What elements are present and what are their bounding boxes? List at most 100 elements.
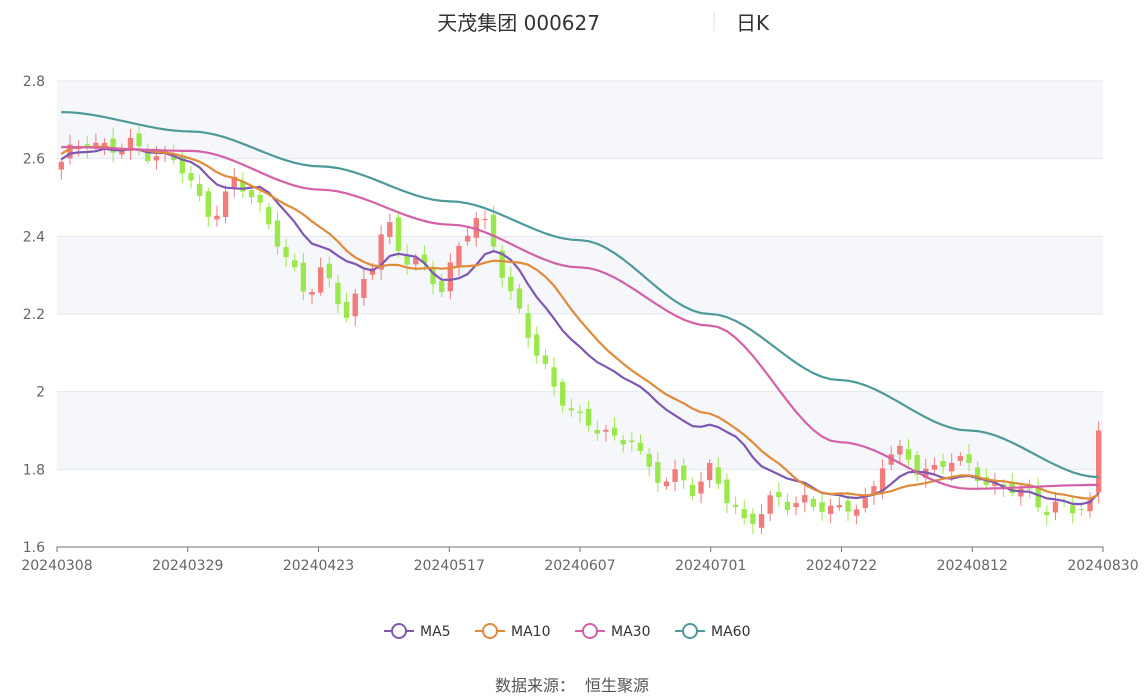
- legend-item-ma30[interactable]: MA30: [575, 623, 650, 640]
- x-tick-label: 20240812: [937, 558, 1008, 574]
- candle-body: [58, 161, 65, 170]
- candle-body: [361, 279, 367, 298]
- candle-body: [1044, 511, 1050, 516]
- legend-marker: [582, 623, 598, 639]
- candle-body: [343, 301, 350, 318]
- candle-body: [1052, 501, 1059, 513]
- candle-body: [482, 219, 488, 221]
- candle-body: [222, 191, 229, 218]
- candle: [222, 185, 229, 224]
- source-label: 数据来源：: [495, 676, 575, 695]
- y-tick-label: 2: [36, 385, 45, 401]
- candle-body: [706, 463, 713, 481]
- candle-body: [862, 497, 868, 509]
- chart-title: 天茂集团 000627: [437, 11, 600, 35]
- candle: [1044, 505, 1050, 525]
- candle-body: [171, 154, 177, 161]
- candle: [196, 174, 203, 202]
- legend-item-ma60[interactable]: MA60: [675, 623, 750, 640]
- plot-band: [57, 158, 1103, 237]
- candle-body: [231, 176, 237, 188]
- candle-body: [663, 481, 670, 487]
- candle: [802, 485, 808, 513]
- candle-body: [326, 263, 332, 279]
- candle: [966, 444, 972, 472]
- candle-body: [542, 355, 549, 364]
- candle: [439, 273, 445, 298]
- candle-body: [205, 191, 211, 217]
- candle-body: [257, 194, 263, 203]
- candle-body: [732, 504, 739, 507]
- candle-body: [1035, 486, 1041, 508]
- candle: [655, 452, 661, 493]
- candle: [93, 133, 99, 153]
- legend-item-ma5[interactable]: MA5: [384, 623, 451, 640]
- chart-period[interactable]: 日K: [736, 11, 770, 35]
- candle-body: [681, 465, 687, 481]
- plot-background-bands: [57, 81, 1103, 547]
- x-tick-label: 20240607: [544, 558, 615, 574]
- chart-legend: MA5 MA10 MA30 MA60: [384, 623, 750, 640]
- candle-body: [793, 503, 799, 508]
- candle-body: [620, 440, 626, 445]
- candle-body: [931, 465, 938, 470]
- candle: [551, 357, 557, 397]
- candle-body: [655, 462, 661, 483]
- candle-body: [698, 481, 704, 494]
- plot-band: [57, 81, 1103, 159]
- candle: [914, 451, 920, 482]
- candle: [110, 128, 116, 163]
- candle: [706, 459, 713, 489]
- candle: [456, 242, 462, 277]
- candle: [240, 172, 246, 198]
- candle-body: [413, 257, 419, 265]
- candle-body: [274, 220, 281, 247]
- candle: [343, 292, 350, 323]
- ma-line-ma5: [60, 147, 1100, 506]
- candle: [430, 260, 436, 294]
- candle-body: [456, 245, 462, 267]
- candle-body: [421, 254, 428, 264]
- candle-body: [629, 440, 635, 443]
- candle-body: [750, 513, 756, 524]
- candle-body: [914, 454, 920, 475]
- candle-body: [715, 467, 721, 484]
- candle-body: [776, 492, 782, 498]
- candle-body: [136, 133, 142, 147]
- plot-band: [57, 469, 1103, 547]
- candle-body: [577, 411, 583, 414]
- candle: [482, 210, 488, 230]
- plot-band: [57, 314, 1103, 392]
- candle-body: [767, 495, 773, 514]
- candle: [1087, 492, 1093, 518]
- candle-body: [810, 498, 817, 507]
- plot-band: [57, 236, 1103, 314]
- ma-line-ma30: [61, 145, 1099, 490]
- candle-body: [853, 509, 860, 516]
- candle: [758, 504, 765, 534]
- legend-item-ma10[interactable]: MA10: [475, 623, 550, 640]
- candle-body: [879, 468, 886, 491]
- candle-body: [188, 173, 194, 181]
- candle: [1095, 421, 1102, 503]
- candle-body: [430, 268, 436, 284]
- candle-body: [940, 461, 946, 467]
- data-source: 数据来源： 恒生聚源: [495, 676, 649, 695]
- candle-body: [508, 276, 514, 292]
- candle: [1026, 479, 1033, 499]
- legend-label: MA5: [420, 624, 451, 640]
- candle: [292, 253, 298, 272]
- candle-body: [689, 484, 696, 496]
- candle-body: [473, 218, 479, 238]
- candle: [776, 482, 782, 508]
- candle: [819, 492, 825, 521]
- candle: [352, 289, 358, 327]
- x-tick-label: 20240517: [414, 558, 485, 574]
- axes: 1.6 1.8 2 2.2 2.4 2.6 2.8 20240308 20240329 20240…: [21, 74, 1138, 574]
- legend-marker: [391, 623, 407, 639]
- candle: [672, 459, 678, 492]
- candle-body: [551, 367, 557, 387]
- candle-body: [317, 267, 324, 293]
- candle-body: [214, 215, 220, 220]
